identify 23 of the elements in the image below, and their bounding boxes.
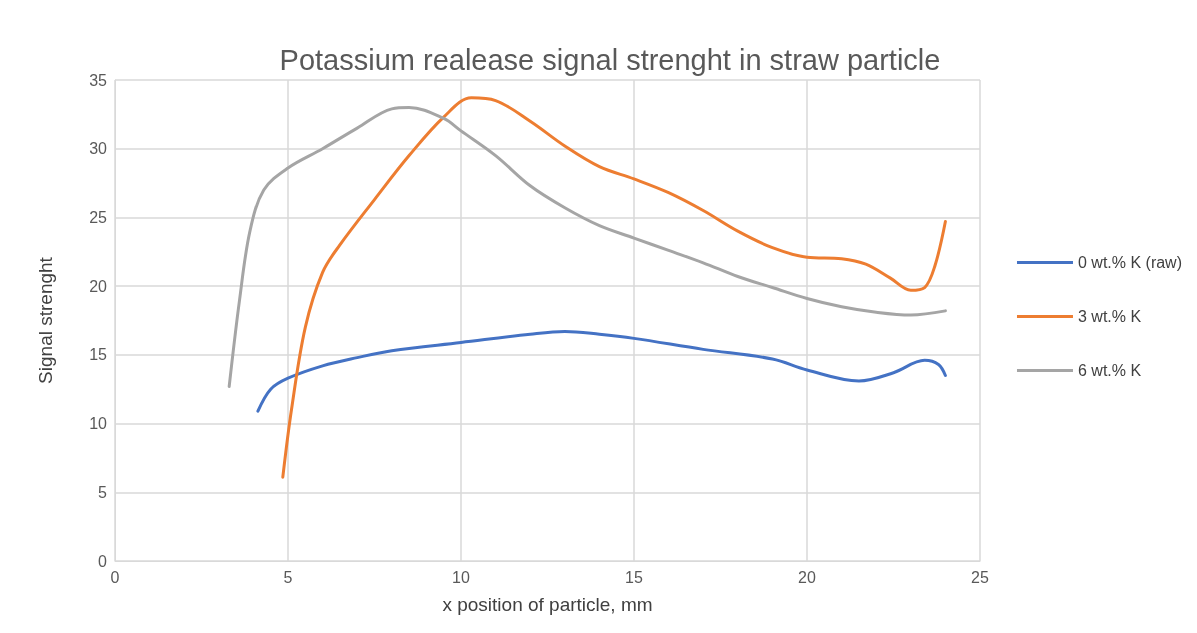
line-series <box>281 96 947 479</box>
x-axis-title: x position of particle, mm <box>442 594 653 615</box>
y-tick-label: 15 <box>89 346 108 364</box>
y-tick-label: 20 <box>89 277 108 295</box>
y-tick-label: 30 <box>89 140 108 158</box>
x-tick-label: 15 <box>625 568 643 586</box>
legend-label: 6 wt.% K <box>1077 362 1142 379</box>
x-tick-label: 10 <box>452 568 470 586</box>
y-tick-label: 25 <box>89 208 108 226</box>
x-tick-label: 20 <box>798 568 816 586</box>
y-tick-label: 0 <box>98 552 108 570</box>
chart-title: Potassium realease signal strenght in straw particle <box>279 43 941 76</box>
line-series <box>227 105 947 388</box>
legend-label: 0 wt.% K (raw) <box>1077 254 1182 271</box>
x-tick-label: 25 <box>971 568 989 586</box>
x-tick-label: 5 <box>283 568 293 586</box>
y-axis-title: Signal strenght <box>35 256 56 384</box>
legend-label: 3 wt.% K <box>1077 308 1142 325</box>
y-tick-label: 10 <box>89 415 108 433</box>
x-tick-label: 0 <box>110 568 120 586</box>
y-tick-label: 5 <box>98 483 108 501</box>
line-series <box>256 329 947 413</box>
y-tick-label: 35 <box>89 71 108 89</box>
